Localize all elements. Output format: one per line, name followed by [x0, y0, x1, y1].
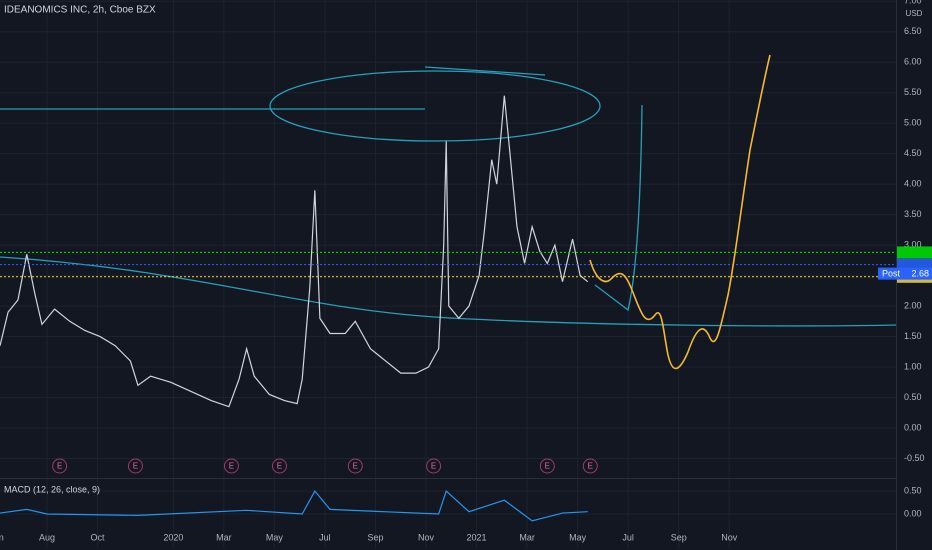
x-tick-label: Nov: [721, 532, 738, 542]
earnings-marker: [223, 458, 239, 474]
post-price: 2.68: [911, 268, 929, 278]
earnings-label: E: [588, 462, 593, 471]
y-tick-label: 6.50: [904, 26, 922, 36]
price-level-tag: [897, 246, 932, 259]
earnings-marker: [347, 458, 363, 474]
earnings-marker: [582, 458, 598, 474]
x-tick-label: Nov: [418, 532, 435, 542]
y-tick-label: 5.00: [904, 118, 922, 128]
y-tick-label: 3.00: [904, 239, 922, 249]
y-tick-label: 0.00: [904, 508, 922, 518]
earnings-label: E: [545, 462, 550, 471]
y-tick-label: 5.50: [904, 87, 922, 97]
x-tick-label: Jun: [0, 532, 4, 542]
y-tick-label: 3.50: [904, 209, 922, 219]
earnings-label: E: [353, 462, 358, 471]
moving-average: [0, 256, 897, 327]
earnings-label: E: [431, 462, 436, 471]
y-tick-label: -0.50: [904, 453, 925, 463]
x-tick-label: Mar: [216, 532, 232, 542]
indicator-title: MACD (12, 26, close, 9): [4, 484, 100, 494]
series-line: [0, 95, 589, 408]
earnings-marker: [127, 458, 143, 474]
earnings-marker: [539, 458, 555, 474]
earnings-marker: [52, 458, 68, 474]
earnings-label: E: [277, 462, 282, 471]
earnings-marker: [426, 458, 442, 474]
y-tick-label: 0.50: [904, 392, 922, 402]
x-tick-label: Sep: [367, 532, 383, 542]
drawing-ellipse: [269, 70, 601, 142]
y-tick-label: 6.00: [904, 57, 922, 67]
x-tick-label: 2020: [163, 532, 183, 542]
series-line: [0, 489, 588, 522]
earnings-label: E: [229, 462, 234, 471]
earnings-label: E: [133, 462, 138, 471]
x-tick-label: Mar: [519, 532, 535, 542]
post-tag: [878, 267, 932, 280]
x-tick-label: 2021: [467, 532, 487, 542]
symbol-title: IDEANOMICS INC, 2h, Cboe BZX: [4, 5, 156, 16]
earnings-marker: [271, 458, 287, 474]
y-tick-label: 4.00: [904, 179, 922, 189]
currency: USD: [906, 9, 923, 18]
x-tick-label: May: [569, 532, 587, 542]
y-tick-label: 1.50: [904, 331, 922, 341]
y-tick-label: 0.50: [904, 485, 922, 495]
x-tick-label: May: [266, 532, 284, 542]
y-tick-label: 4.50: [904, 148, 922, 158]
x-tick-label: Oct: [91, 532, 106, 542]
post-label: Post: [882, 268, 901, 278]
earnings-label: E: [57, 462, 62, 471]
x-tick-label: Jul: [622, 532, 634, 542]
drawing-line: [424, 66, 546, 76]
y-tick-label: 2.00: [904, 300, 922, 310]
projection-drawing: [589, 54, 771, 370]
y-tick-label: 1.00: [904, 361, 922, 371]
y-tick-label: 7.00: [904, 0, 922, 6]
x-tick-label: Aug: [39, 532, 55, 542]
y-tick-label: 0.00: [904, 422, 922, 432]
x-tick-label: Sep: [671, 532, 687, 542]
x-tick-label: Jul: [319, 532, 331, 542]
